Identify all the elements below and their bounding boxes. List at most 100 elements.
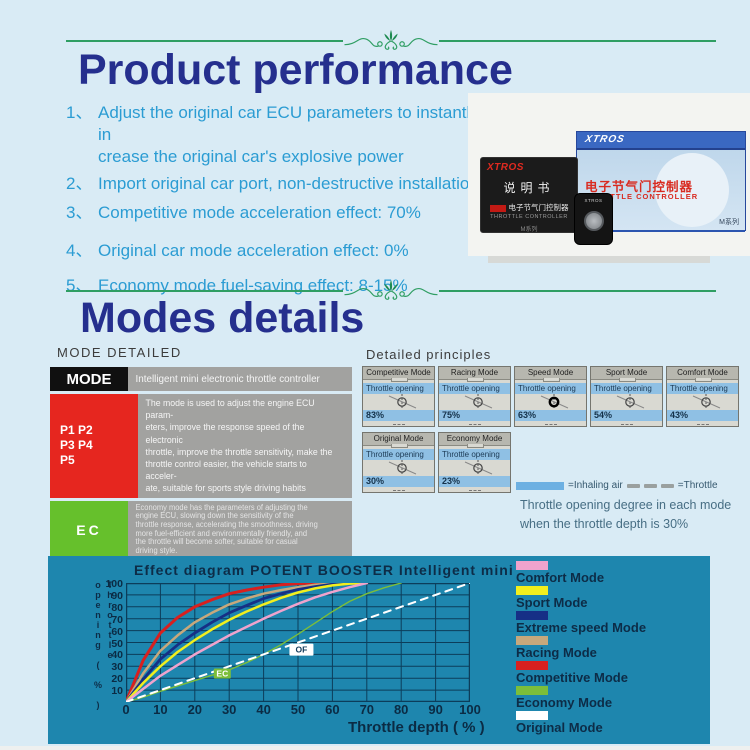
x-tick: 20 [187, 702, 203, 717]
y-tick: 10 [111, 685, 123, 698]
box-series: M系列 [719, 219, 739, 226]
principles-legend: =Inhaling air =Throttle [516, 480, 718, 491]
legend-item: Sport Mode [516, 586, 646, 609]
opening-percent: 54% [591, 410, 662, 421]
legend-swatch [516, 561, 548, 570]
brand-logo: XTROS [487, 162, 524, 173]
throttle-opening-band: Throttle opening [363, 383, 434, 394]
x-tick: 80 [393, 702, 409, 717]
legend-label: Comfort Mode [516, 570, 605, 585]
card-foot [515, 421, 586, 426]
mode-card-racing-mode: Racing Mode Throttle opening 75% [438, 366, 511, 427]
legend-item: Racing Mode [516, 636, 646, 659]
legend-label: Original Mode [516, 720, 603, 735]
list-item: 3、 Competitive mode acceleration effect: … [66, 203, 421, 222]
chart-legend: Comfort Mode Sport Mode Extreme speed Mode… [516, 561, 646, 736]
controller-device: XTROS [574, 193, 613, 245]
mode-card-comfort-mode: Comfort Mode Throttle opening 43% [666, 366, 739, 427]
mode-card-original-mode: Original Mode Throttle opening 30% [362, 432, 435, 493]
mode-card-sport-mode: Sport Mode Throttle opening 54% [590, 366, 663, 427]
modes-title: Modes details [80, 294, 365, 342]
chart-xlabel: Throttle depth ( % ) [348, 719, 485, 736]
throttle-curves-chart: OF EC [126, 583, 470, 702]
opening-percent: 83% [363, 410, 434, 421]
opening-percent: 43% [667, 410, 738, 421]
x-tick: 0 [122, 702, 130, 717]
curve-extreme-speed-mode [126, 583, 369, 702]
brand-logo: XTROS [583, 134, 626, 145]
throttle-dial [515, 394, 586, 410]
mode-cards-row: Competitive Mode Throttle opening 83% Racin… [362, 366, 739, 427]
card-foot [363, 421, 434, 426]
y-tick: 50 [111, 637, 123, 650]
ornament-line [66, 290, 343, 292]
principles-note: Throttle opening degree in each mode whe… [520, 498, 732, 532]
mode-card-title: Comfort Mode [667, 367, 738, 382]
inhaling-air-label: =Inhaling air [568, 480, 623, 491]
curve-original-mode [126, 583, 470, 702]
legend-swatch [516, 686, 548, 695]
effect-diagram-panel: Effect diagram POTENT BOOSTER Intelligen… [48, 556, 710, 744]
throttle-opening-band: Throttle opening [439, 383, 510, 394]
manual-booklet: XTROS 说明书 电子节气门控制器 THROTTLE CONTROLLER M… [480, 157, 578, 233]
mode-card-speed-mode: Speed Mode Throttle opening 63% [514, 366, 587, 427]
performance-list: 1、 Adjust the original car ECU parameters… [66, 102, 486, 296]
inhaling-air-swatch [516, 481, 564, 490]
curve-label-ec: EC [216, 668, 228, 678]
throttle-swatch [643, 483, 657, 488]
card-foot [439, 487, 510, 492]
throttle-label: =Throttle [677, 480, 718, 491]
legend-item: Extreme speed Mode [516, 611, 646, 634]
card-foot [667, 421, 738, 426]
table-row: EC Economy mode has the parameters of adj… [50, 500, 352, 559]
curve-comfort-mode [126, 583, 369, 702]
throttle-swatch [660, 483, 674, 488]
legend-label: Extreme speed Mode [516, 620, 647, 635]
table-row: MODE Intelligent mini electronic throttle… [50, 367, 352, 391]
detailed-principles-label: Detailed principles [366, 347, 492, 362]
manual-title: 说明书 [503, 181, 555, 195]
x-tick: 90 [428, 702, 443, 717]
throttle-opening-band: Throttle opening [591, 383, 662, 394]
product-photo: XTROS 电子节气门控制器 THROTTLE CONTROLLER M系列 X… [468, 93, 750, 256]
x-tick: 60 [325, 702, 340, 717]
throttle-dial [363, 394, 434, 410]
legend-swatch [516, 611, 548, 620]
legend-swatch [516, 711, 548, 720]
x-tick: 100 [459, 702, 481, 717]
legend-item: Comfort Mode [516, 561, 646, 584]
legend-item: Economy Mode [516, 686, 646, 709]
throttle-dial [667, 394, 738, 410]
legend-label: Sport Mode [516, 595, 588, 610]
card-foot [591, 421, 662, 426]
ornament-line [66, 40, 343, 42]
card-foot [439, 421, 510, 426]
box-title-en: THROTTLE CONTROLLER [585, 192, 699, 201]
flourish-icon [344, 279, 438, 300]
mode-card-title: Competitive Mode [363, 367, 434, 382]
y-tick: 70 [111, 613, 123, 626]
ornament-divider [66, 274, 716, 308]
photo-shadow [488, 256, 710, 263]
y-tick: 20 [111, 673, 123, 686]
list-item: 5、 Economy mode fuel-saving effect: 8-15% [66, 275, 408, 295]
manual-subtitle-en: THROTTLE CONTROLLER [490, 214, 568, 220]
y-tick: 90 [111, 589, 123, 602]
list-item: 1、 Adjust the original car ECU parameters… [66, 103, 479, 166]
card-foot [363, 487, 434, 492]
curve-label-of: OF [296, 645, 308, 655]
mode-card-title: Sport Mode [591, 367, 662, 382]
throttle-opening-band: Throttle opening [363, 449, 434, 460]
y-tick: 30 [111, 661, 123, 674]
legend-item: Competitive Mode [516, 661, 646, 684]
opening-percent: 75% [439, 410, 510, 421]
mode-detailed-label: MODE DETAILED [57, 345, 182, 360]
y-tick: 80 [111, 601, 123, 614]
chart-title: Effect diagram POTENT BOOSTER Intelligen… [134, 562, 514, 578]
throttle-dial [591, 394, 662, 410]
mode-card-title: Original Mode [363, 433, 434, 448]
ornament-line [439, 40, 716, 42]
opening-percent: 63% [515, 410, 586, 421]
mode-card-title: Speed Mode [515, 367, 586, 382]
